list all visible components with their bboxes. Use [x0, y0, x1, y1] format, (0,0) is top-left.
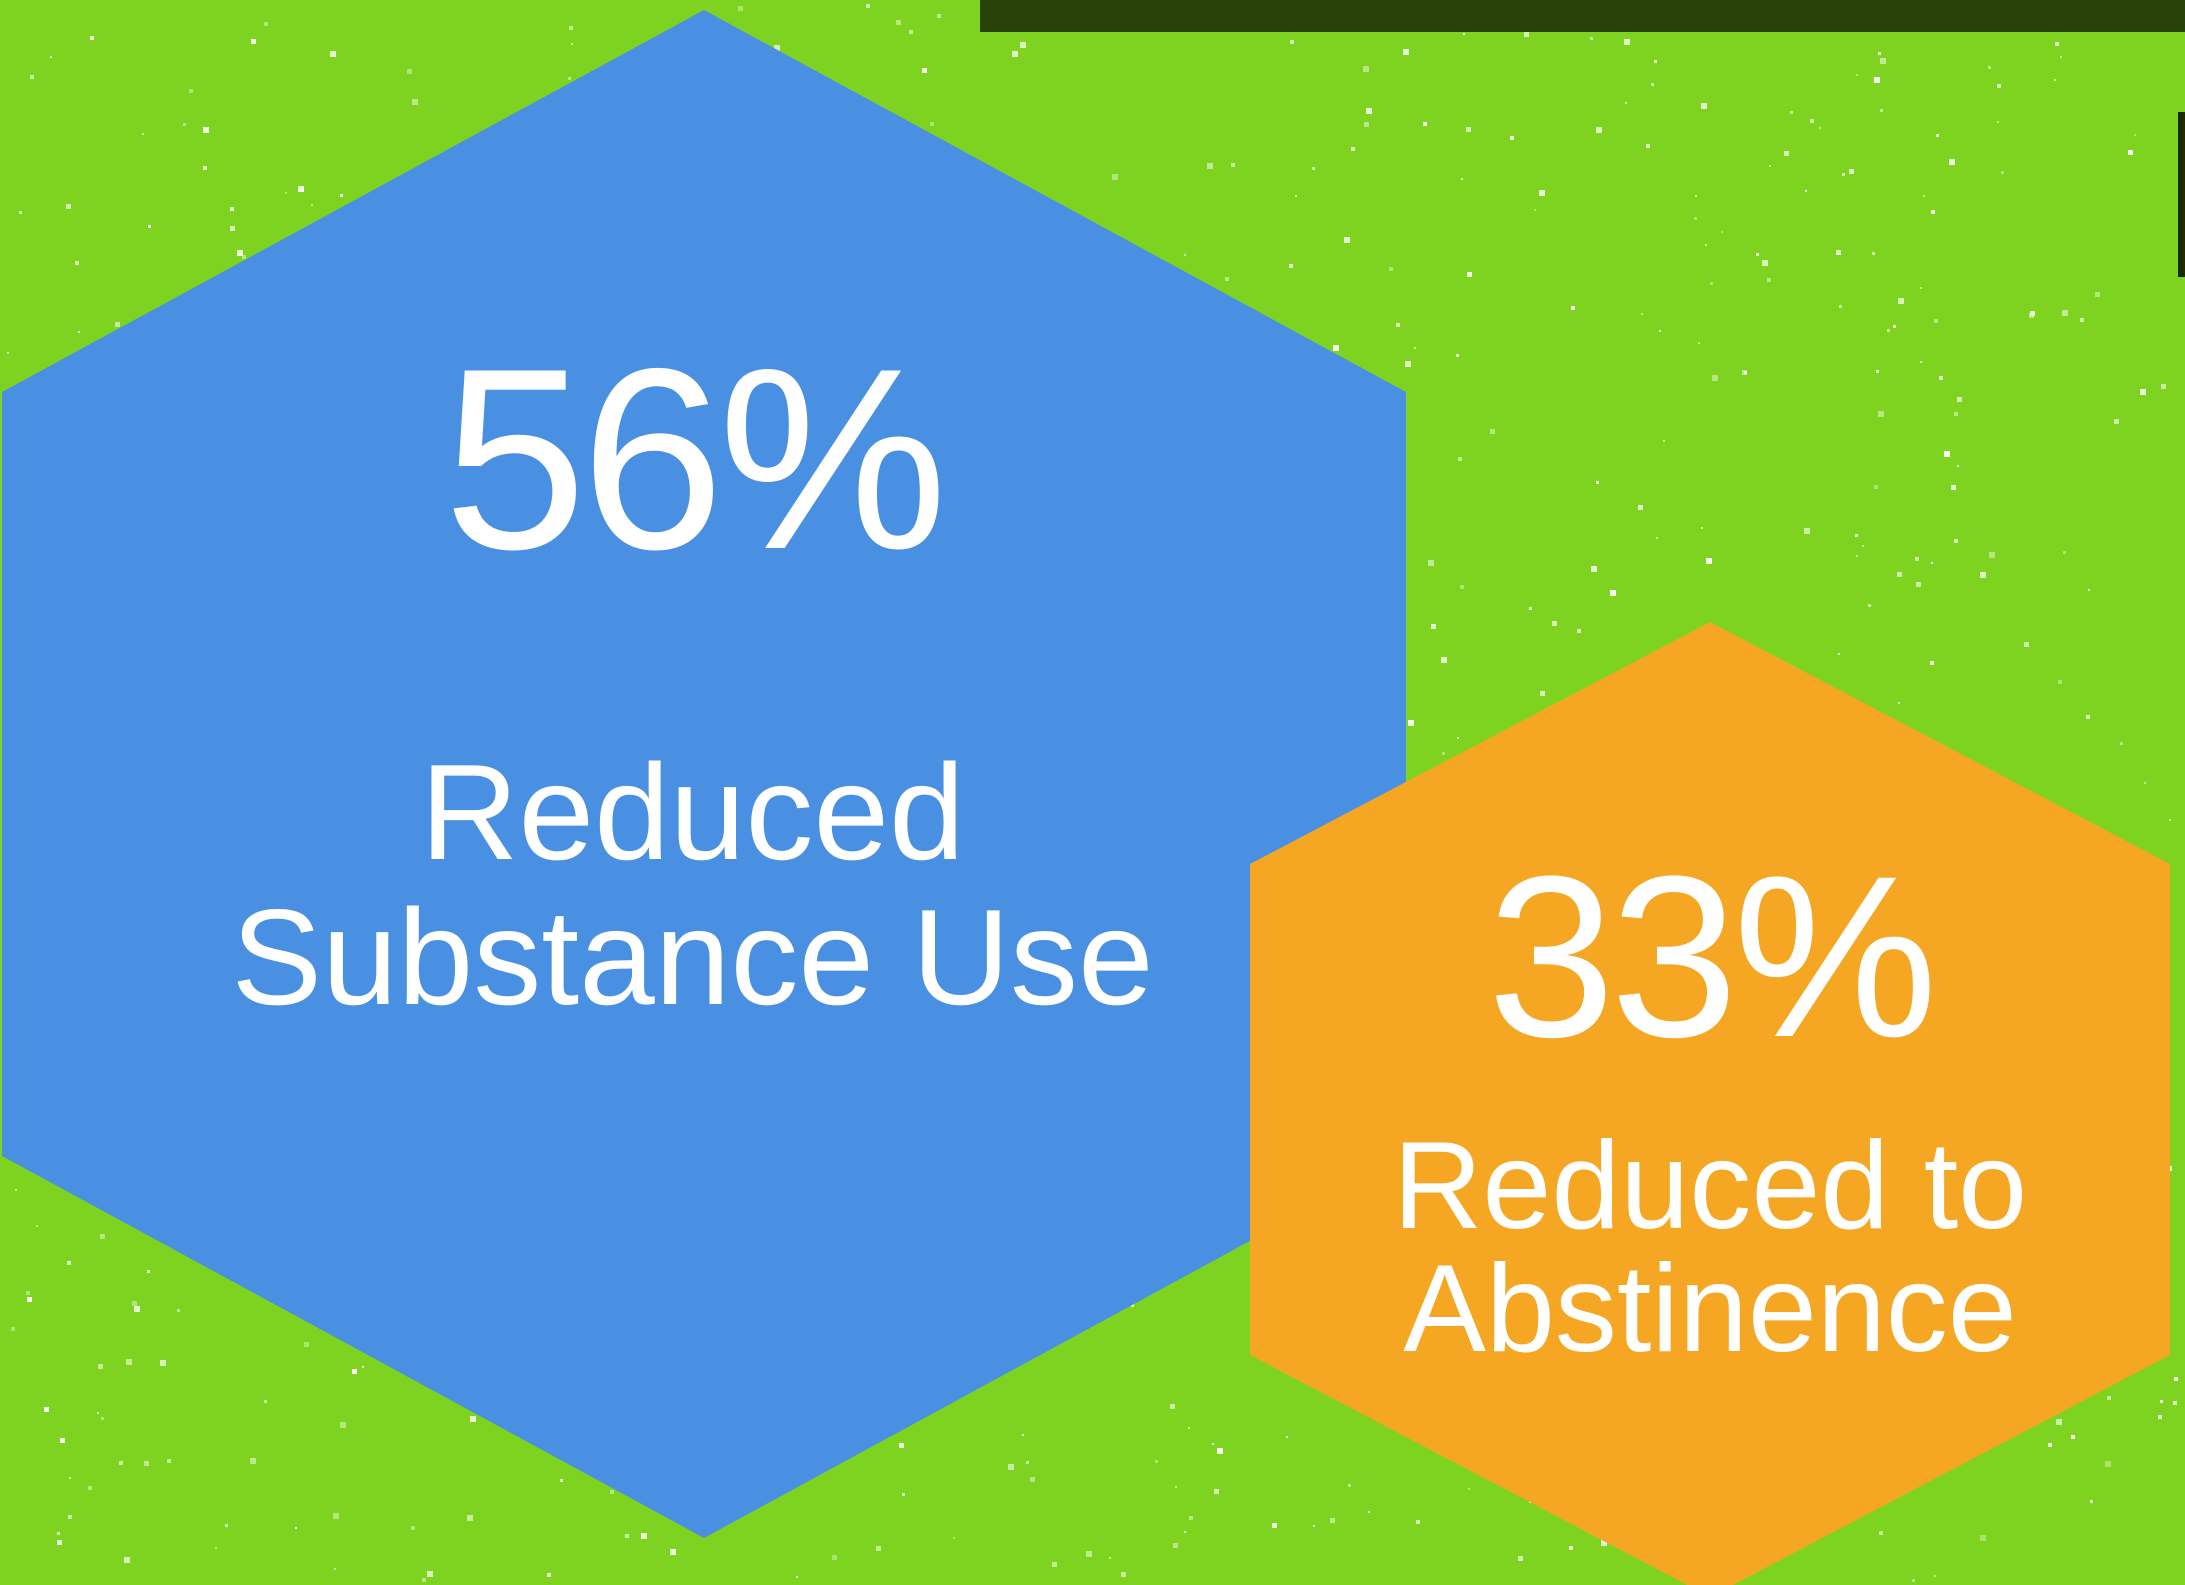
abstinence-label: Reduced to Abstinence [1250, 1117, 2170, 1378]
abstinence-percentage: 33% [1487, 828, 1937, 1085]
reduced-use-percentage: 56% [443, 314, 947, 603]
reduced-use-label-line1: Reduced [420, 736, 965, 888]
orange-hexagon [1250, 622, 2170, 1585]
abstinence-label-line1: Reduced to [1392, 1117, 2028, 1255]
reduced-use-label-line2: Substance Use [231, 881, 1154, 1033]
top-dark-bar [980, 0, 2185, 32]
blue-hexagon [2, 10, 1406, 1538]
abstinence-label-line2: Abstinence [1403, 1240, 2017, 1378]
right-edge-mark [2178, 112, 2185, 277]
reduced-use-label: Reduced Substance Use [0, 740, 1385, 1030]
